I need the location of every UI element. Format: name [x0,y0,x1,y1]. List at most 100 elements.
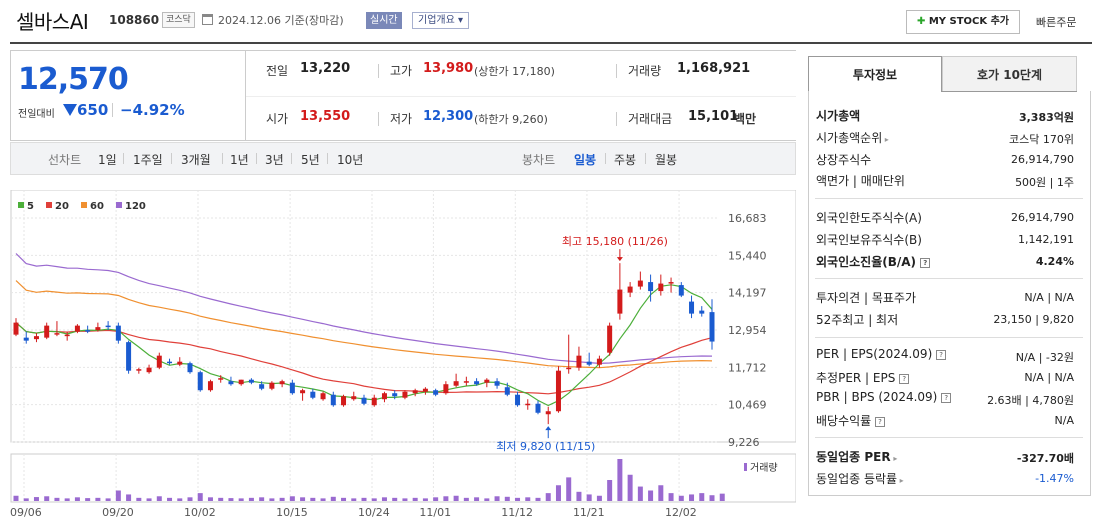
candle [371,397,377,406]
dividend-value: N/A [1054,414,1074,427]
candle [392,393,398,397]
candle [535,403,541,413]
shares-value: 26,914,790 [1011,153,1074,166]
foreign-limit-value: 26,914,790 [1011,211,1074,224]
candle [105,325,111,328]
volume-bar [381,497,387,501]
period-10y[interactable]: 10년 [337,153,364,167]
sector-rate-label[interactable]: 동일업종 등락률 ▸ [816,470,904,487]
candle-monthly[interactable]: 월봉 [655,153,678,167]
volume-bar [259,497,265,501]
info-icon[interactable]: ? [941,392,952,403]
volume-bar [74,497,80,501]
opinion-value: N/A | N/A [1024,291,1074,304]
price-chart[interactable]: 16,683 15,440 14,197 12,954 11,712 10,469 9,22… [10,190,796,530]
company-overview-dropdown[interactable]: 기업개요 ▾ [412,12,469,29]
volume-bar [576,491,582,501]
x-tick-label: 11/12 [501,506,533,519]
volume-bar [44,496,50,501]
per-text: PER | EPS(2024.09) [816,347,933,361]
candle [402,391,408,398]
foreign-ratio-text: 외국인소진율(B/A) [816,255,917,269]
realtime-button[interactable]: 실시간 [366,12,402,29]
volume-bar [566,477,572,501]
volume-bar [207,497,213,501]
candle [463,381,469,383]
x-tick-label: 10/02 [184,506,216,519]
volume-bar [607,480,613,501]
price-box [10,50,246,141]
volume-bar [361,497,367,501]
foreign-ratio-label: 외국인소진율(B/A) ? [816,253,931,270]
low-annotation: 최저 9,820 (11/15) [496,440,595,453]
add-mystock-button[interactable]: ✚ MY STOCK 추가 [906,10,1020,34]
info-icon[interactable]: ? [875,416,886,427]
sector-per-text: 동일업종 PER [816,450,891,464]
candle [668,282,674,284]
volume-bar [341,497,347,501]
candle [279,381,285,385]
period-3m[interactable]: 3개월 [181,153,211,167]
info-icon[interactable]: ? [936,349,947,360]
candle [637,280,643,287]
volume-bar [596,495,602,501]
sector-per-label[interactable]: 동일업종 PER ▸ [816,448,897,465]
chevron-right-icon: ▸ [890,454,898,463]
tab-orderbook[interactable]: 호가 10단계 [942,56,1077,92]
legend-label: 120 [125,201,146,212]
candle [422,388,428,392]
volume-bar [525,497,531,501]
candle [156,355,162,368]
legend-label: 5 [27,201,34,212]
candle [218,378,224,380]
high-annotation: 최고 15,180 (11/26) [562,235,668,248]
tab-investment-info[interactable]: 투자정보 [808,56,942,92]
candle [566,367,572,370]
divider [378,64,379,78]
info-icon[interactable]: ? [899,373,910,384]
est-per-value: N/A | N/A [1024,371,1074,384]
week52-label: 52주최고 | 최저 [816,313,899,327]
period-1y[interactable]: 1년 [230,153,249,167]
volume-bar [392,497,398,501]
period-3y[interactable]: 3년 [265,153,284,167]
candle [330,394,336,406]
y-tick-label: 9,226 [728,436,760,449]
candle [95,327,101,331]
candle [197,372,203,391]
pbr-value: 2.63배 | 4,780원 [987,394,1074,407]
candle [259,384,265,389]
candle-weekly[interactable]: 주봉 [614,153,637,167]
candle [525,403,531,406]
dividend-text: 배당수익률 [816,414,872,428]
prev-close-label: 전일 [266,64,289,78]
divider [645,153,646,164]
asof-date: 2024.12.06 기준(장마감) [218,14,344,27]
legend-label: 60 [90,201,104,212]
volume-value: 1,168,921 [677,61,751,76]
market-cap-value: 3,383억원 [1018,111,1074,124]
candle-daily[interactable]: 일봉 [574,153,597,167]
period-1w[interactable]: 1주일 [133,153,163,167]
volume-bar [197,493,203,501]
quick-order-link[interactable]: 빠른주문 [1036,16,1077,29]
market-cap-rank-label[interactable]: 시가총액순위 ▸ [816,129,889,146]
volume-bar [535,497,541,501]
period-5y[interactable]: 5년 [301,153,320,167]
volume-bar [136,497,142,501]
volume-bar [218,497,224,501]
sector-rate-value: -1.47% [1035,472,1074,485]
market-cap-label: 시가총액 [816,109,861,123]
candle [341,396,347,406]
chevron-right-icon: ▸ [897,476,904,485]
volume-bar [105,498,111,501]
candle [33,336,39,340]
info-icon[interactable]: ? [920,257,931,268]
candle [586,361,592,365]
period-1d[interactable]: 1일 [98,153,117,167]
volume-bar [668,493,674,501]
amount-value: 15,101 [688,109,739,124]
candle [494,381,500,386]
divider [815,278,1083,279]
volume-bar [23,498,29,501]
